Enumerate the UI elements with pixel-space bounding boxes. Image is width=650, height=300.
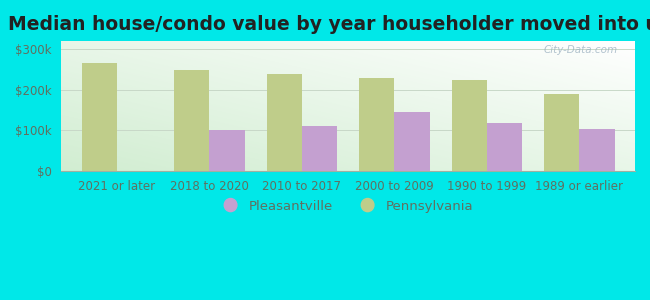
- Bar: [266, 74, 302, 171]
- Bar: [544, 94, 580, 171]
- Bar: [395, 112, 430, 171]
- Bar: [359, 77, 395, 171]
- Bar: [82, 63, 117, 171]
- Bar: [174, 70, 209, 171]
- Bar: [487, 123, 522, 171]
- Title: Median house/condo value by year householder moved into unit: Median house/condo value by year househo…: [8, 15, 650, 34]
- Bar: [452, 80, 487, 171]
- Bar: [209, 130, 244, 171]
- Bar: [302, 126, 337, 171]
- Legend: Pleasantville, Pennsylvania: Pleasantville, Pennsylvania: [217, 195, 479, 218]
- Bar: [580, 129, 615, 171]
- Text: City-Data.com: City-Data.com: [543, 45, 618, 55]
